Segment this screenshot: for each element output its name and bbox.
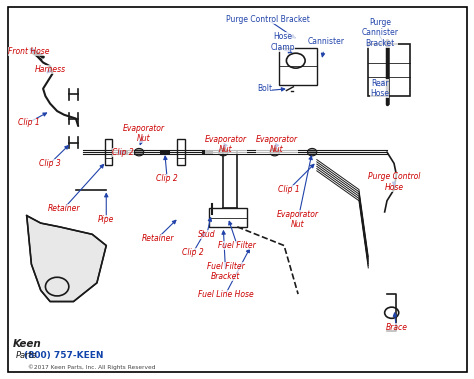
Text: Rear
Hose: Rear Hose (371, 79, 390, 99)
Text: Bolt: Bolt (257, 84, 272, 93)
Text: Purge Control
Hose: Purge Control Hose (368, 172, 420, 192)
Text: Clip 2: Clip 2 (156, 174, 178, 183)
Text: Evaporator
Nut: Evaporator Nut (256, 135, 298, 154)
Bar (105, 139, 112, 165)
Text: Clip 2: Clip 2 (112, 148, 134, 157)
Text: Harness: Harness (35, 66, 66, 75)
Circle shape (134, 149, 144, 156)
Text: Retainer: Retainer (141, 233, 174, 243)
Circle shape (219, 149, 228, 156)
Text: Parts: Parts (16, 351, 37, 360)
Text: Front Hose: Front Hose (9, 47, 50, 56)
Bar (368, 44, 410, 96)
Text: Pipe: Pipe (98, 215, 114, 224)
Circle shape (270, 149, 279, 156)
Text: Purge
Cannister
Bracket: Purge Cannister Bracket (362, 18, 399, 47)
Text: Fuel Filter: Fuel Filter (219, 241, 256, 250)
Text: Clip 3: Clip 3 (39, 159, 61, 168)
Circle shape (308, 149, 317, 156)
Bar (177, 139, 185, 165)
Text: Keen: Keen (12, 340, 41, 349)
Text: Clip 1: Clip 1 (278, 185, 300, 194)
Text: Fuel Line Hose: Fuel Line Hose (198, 290, 254, 299)
Text: Brace: Brace (385, 323, 407, 332)
Text: Clip 2: Clip 2 (182, 249, 204, 257)
Text: Evaporator
Nut: Evaporator Nut (123, 124, 164, 143)
Text: Fuel Filter
Bracket: Fuel Filter Bracket (207, 262, 245, 281)
Text: Evaporator
Nut: Evaporator Nut (277, 210, 319, 229)
Text: ©2017 Keen Parts, Inc. All Rights Reserved: ©2017 Keen Parts, Inc. All Rights Reserv… (28, 364, 156, 370)
Bar (279, 48, 317, 85)
Polygon shape (27, 216, 106, 302)
Text: Cannister: Cannister (308, 38, 345, 47)
Bar (209, 208, 246, 227)
Text: Clip 1: Clip 1 (18, 118, 40, 127)
Text: Purge Control Bracket: Purge Control Bracket (226, 15, 310, 24)
Text: (800) 757-KEEN: (800) 757-KEEN (24, 351, 104, 360)
Text: Retainer: Retainer (48, 204, 81, 213)
Text: Hose
Clamp: Hose Clamp (271, 32, 295, 52)
Text: Evaporator
Nut: Evaporator Nut (205, 135, 246, 154)
Text: Stud: Stud (198, 230, 216, 239)
